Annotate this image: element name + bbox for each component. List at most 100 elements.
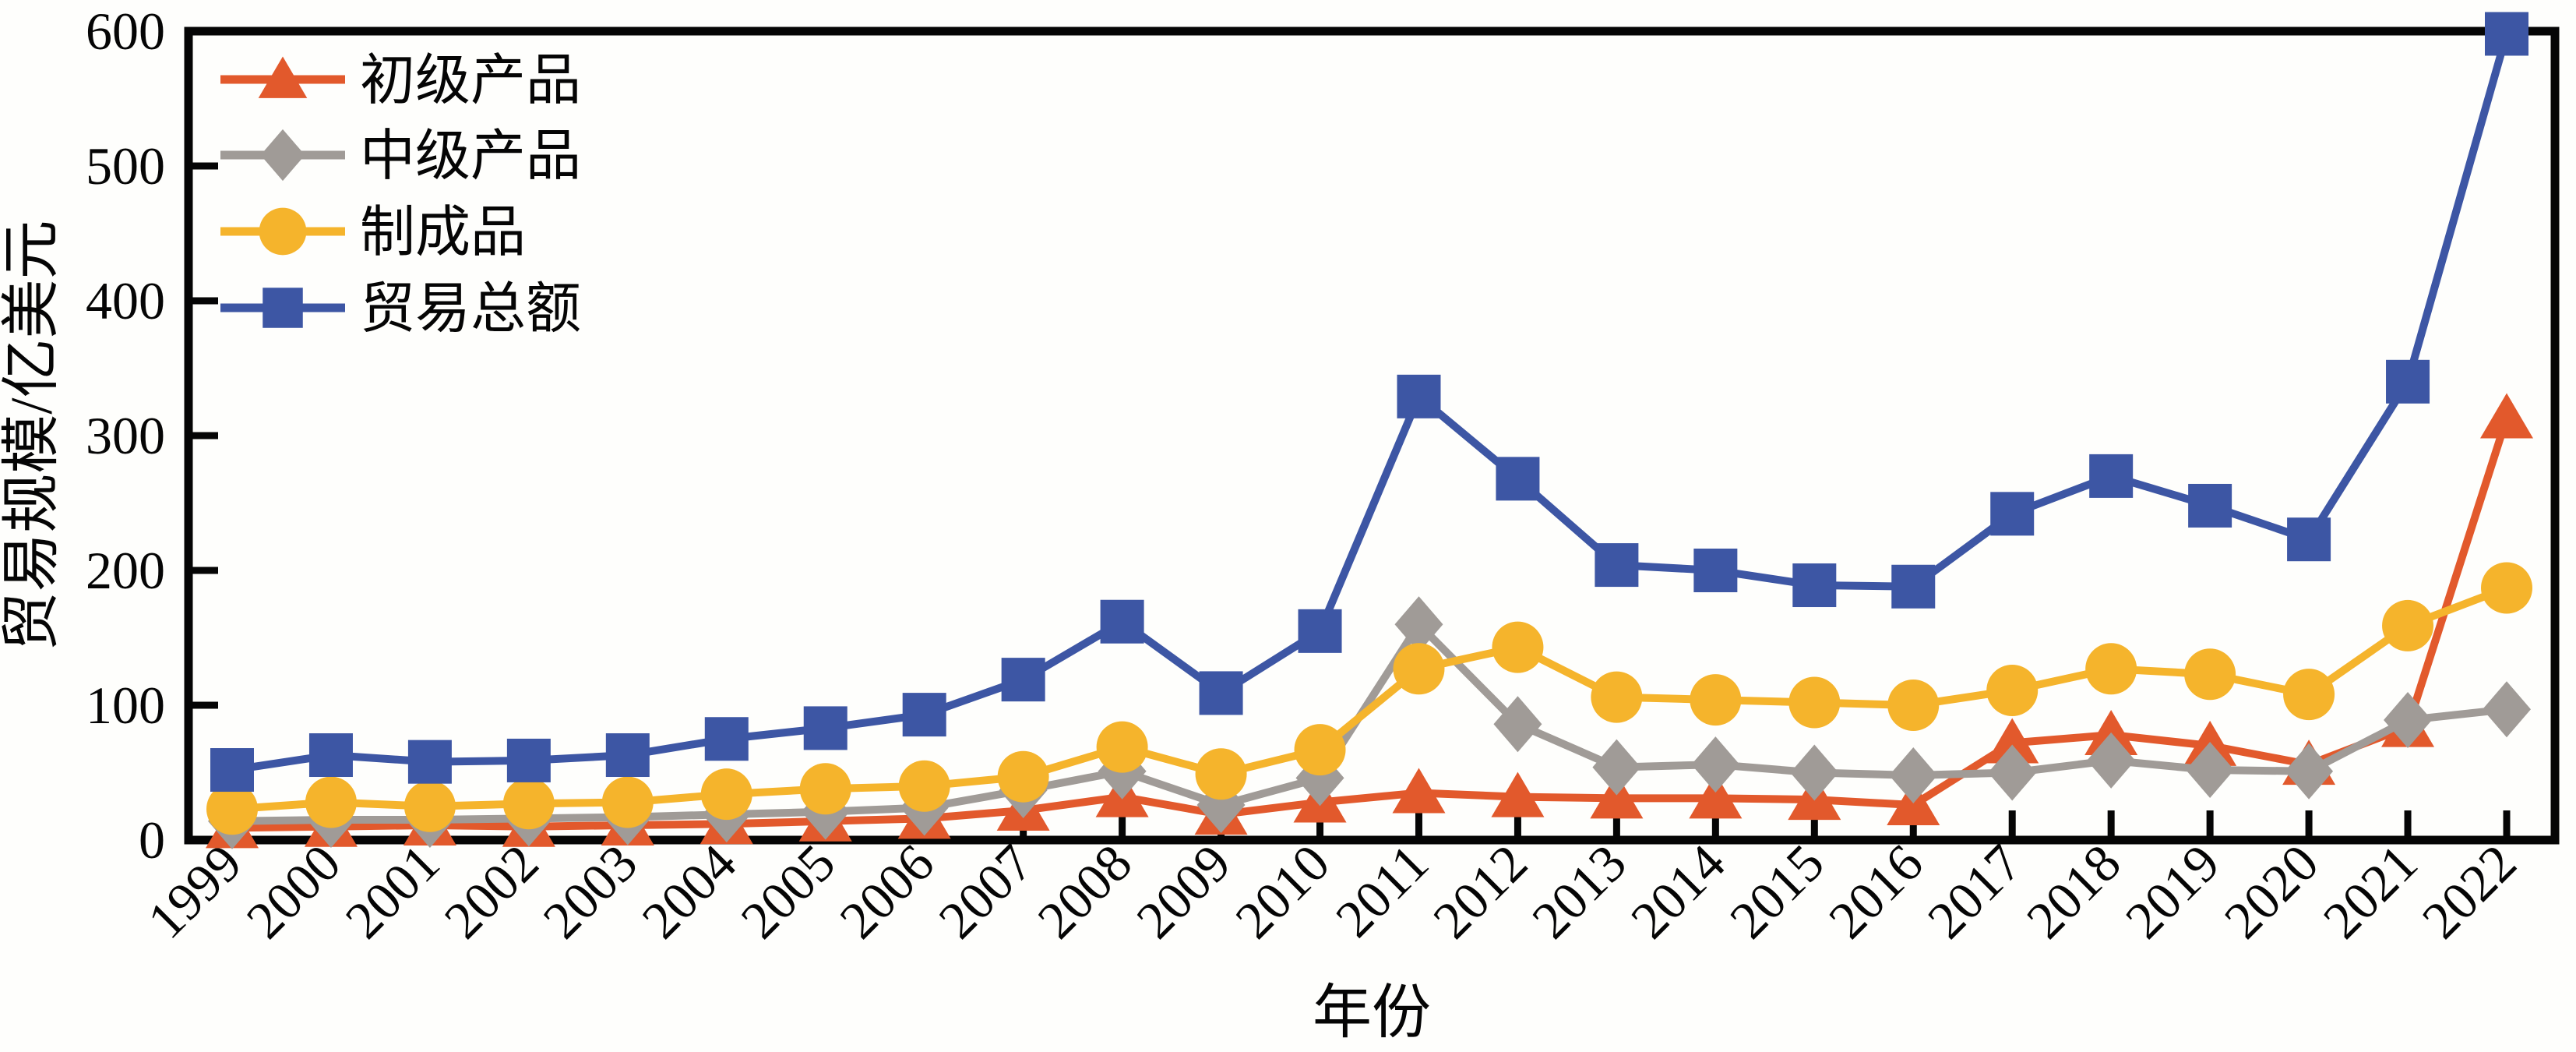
diamond-marker xyxy=(1493,696,1542,753)
circle-marker xyxy=(1492,621,1544,673)
x-tick-label: 2001 xyxy=(334,833,451,950)
circle-marker xyxy=(2283,669,2335,721)
diamond-marker xyxy=(2483,681,2531,738)
legend-label: 中级产品 xyxy=(360,126,581,187)
series-贸易总额 xyxy=(210,12,2528,793)
legend-item-初级产品: 初级产品 xyxy=(220,51,581,111)
x-tick-label: 2012 xyxy=(1422,833,1538,950)
x-tick-label: 2014 xyxy=(1619,833,1736,950)
square-marker xyxy=(1990,492,2035,536)
x-tick-label: 2003 xyxy=(532,833,649,950)
circle-marker xyxy=(1393,643,1445,695)
x-tick-label: 2016 xyxy=(1817,833,1934,950)
x-tick-label: 2000 xyxy=(235,833,352,950)
diamond-marker xyxy=(1790,744,1839,801)
square-marker xyxy=(1100,599,1144,644)
circle-marker xyxy=(206,783,258,835)
x-tick-label: 2007 xyxy=(927,833,1044,950)
square-marker xyxy=(2386,359,2430,404)
diamond-marker xyxy=(2087,732,2136,789)
circle-marker xyxy=(502,778,555,830)
circle-marker xyxy=(403,780,456,832)
x-tick-label: 2015 xyxy=(1718,833,1835,950)
y-tick-label: 600 xyxy=(86,2,165,61)
x-tick-label: 2018 xyxy=(2015,833,2132,950)
x-tick-label: 2021 xyxy=(2312,833,2429,950)
circle-marker xyxy=(259,207,307,256)
x-tick-label: 2017 xyxy=(1916,833,2033,950)
diamond-marker xyxy=(1988,744,2037,801)
y-tick-label: 500 xyxy=(86,136,165,196)
legend-label: 制成品 xyxy=(360,203,526,263)
chart-root: 0100200300400500600199920002001200220032… xyxy=(86,2,2560,950)
y-tick-label: 200 xyxy=(86,541,165,600)
legend-label: 贸易总额 xyxy=(360,279,581,340)
square-marker xyxy=(1298,609,1342,653)
diamond-marker xyxy=(1691,736,1740,793)
legend-item-制成品: 制成品 xyxy=(220,203,526,263)
circle-marker xyxy=(1986,664,2039,716)
circle-marker xyxy=(898,760,950,812)
square-marker xyxy=(1792,563,1837,608)
series-制成品 xyxy=(206,562,2532,835)
circle-marker xyxy=(2184,648,2236,701)
square-marker xyxy=(1496,457,1540,501)
square-marker xyxy=(2287,517,2331,562)
x-tick-label: 2002 xyxy=(433,833,550,950)
square-marker xyxy=(704,717,749,761)
square-marker xyxy=(1397,374,1441,418)
circle-marker xyxy=(2481,562,2532,614)
diamond-marker xyxy=(1394,596,1443,653)
x-tick-label: 2006 xyxy=(828,833,945,950)
diamond-marker xyxy=(260,129,305,182)
square-marker xyxy=(2188,483,2232,528)
circle-marker xyxy=(2382,599,2434,651)
square-marker xyxy=(1595,543,1639,588)
square-marker xyxy=(1199,671,1243,715)
circle-marker xyxy=(1195,748,1247,800)
diamond-marker xyxy=(2186,742,2235,799)
x-tick-label: 2019 xyxy=(2114,833,2231,950)
x-tick-label: 2022 xyxy=(2411,833,2528,950)
square-marker xyxy=(902,693,946,737)
legend-item-贸易总额: 贸易总额 xyxy=(220,279,581,340)
triangle-marker xyxy=(1491,771,1545,817)
square-marker xyxy=(1001,658,1045,702)
x-tick-label: 2008 xyxy=(1026,833,1143,950)
y-tick-label: 100 xyxy=(86,676,165,735)
x-tick-label: 2005 xyxy=(729,833,846,950)
x-axis-label: 年份 xyxy=(1313,980,1431,1046)
x-tick-label: 2011 xyxy=(1324,833,1440,948)
square-marker xyxy=(605,733,650,778)
triangle-marker xyxy=(1689,773,1743,819)
x-tick-label: 2013 xyxy=(1521,833,1637,950)
diamond-marker xyxy=(2285,743,2334,800)
y-tick-label: 400 xyxy=(86,271,165,330)
circle-marker xyxy=(700,768,752,821)
circle-marker xyxy=(1788,676,1841,729)
square-marker xyxy=(1693,549,1738,592)
square-marker xyxy=(506,738,551,782)
circle-marker xyxy=(799,763,851,815)
circle-marker xyxy=(1591,671,1643,723)
y-tick-label: 0 xyxy=(139,810,165,870)
x-tick-label: 2004 xyxy=(630,833,747,950)
triangle-marker xyxy=(1986,718,2039,764)
square-marker xyxy=(803,706,848,750)
circle-marker xyxy=(601,776,654,828)
triangle-marker xyxy=(258,56,308,98)
square-marker xyxy=(2089,454,2134,498)
triangle-marker xyxy=(1392,768,1446,814)
triangle-marker xyxy=(1590,773,1644,819)
legend-label: 初级产品 xyxy=(360,51,581,111)
triangle-marker xyxy=(2480,393,2533,439)
circle-marker xyxy=(1096,721,1148,773)
square-marker xyxy=(210,748,254,793)
square-marker xyxy=(1891,564,1936,609)
square-marker xyxy=(308,733,353,778)
circle-marker xyxy=(1690,674,1742,726)
diamond-marker xyxy=(1889,747,1938,803)
square-marker xyxy=(263,288,303,328)
circle-marker xyxy=(997,750,1049,803)
